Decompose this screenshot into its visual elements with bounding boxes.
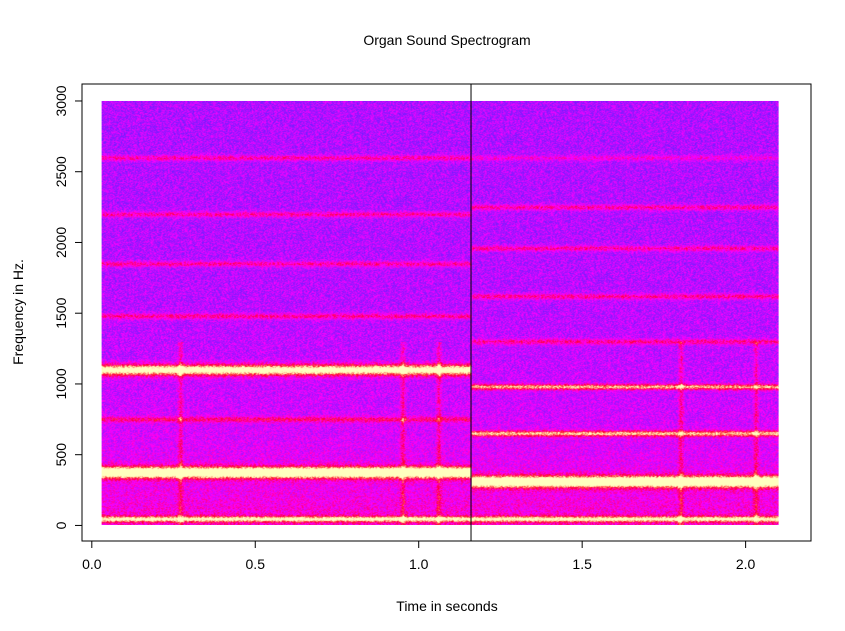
y-tick-label: 3000 <box>53 85 69 116</box>
x-tick-label: 1.0 <box>409 556 429 572</box>
x-tick-label: 2.0 <box>736 556 756 572</box>
y-tick-label: 1500 <box>53 297 69 328</box>
y-tick-label: 2500 <box>53 156 69 187</box>
x-tick-label: 0.0 <box>82 556 102 572</box>
y-tick-label: 0 <box>53 521 69 529</box>
x-axis-label: Time in seconds <box>396 598 497 614</box>
y-tick-label: 2000 <box>53 227 69 258</box>
chart-title: Organ Sound Spectrogram <box>363 32 530 48</box>
y-axis: 0 500 1000 1500 2000 2500 3000 <box>53 85 83 529</box>
y-tick-label: 1000 <box>53 368 69 399</box>
x-axis: 0.0 0.5 1.0 1.5 2.0 <box>82 540 756 572</box>
x-tick-label: 0.5 <box>246 556 266 572</box>
y-axis-label: Frequency in Hz. <box>10 259 26 365</box>
spectrogram-heatmap <box>101 100 779 525</box>
spectrogram-image <box>101 100 779 525</box>
x-tick-label: 1.5 <box>572 556 592 572</box>
y-tick-label: 500 <box>53 443 69 467</box>
